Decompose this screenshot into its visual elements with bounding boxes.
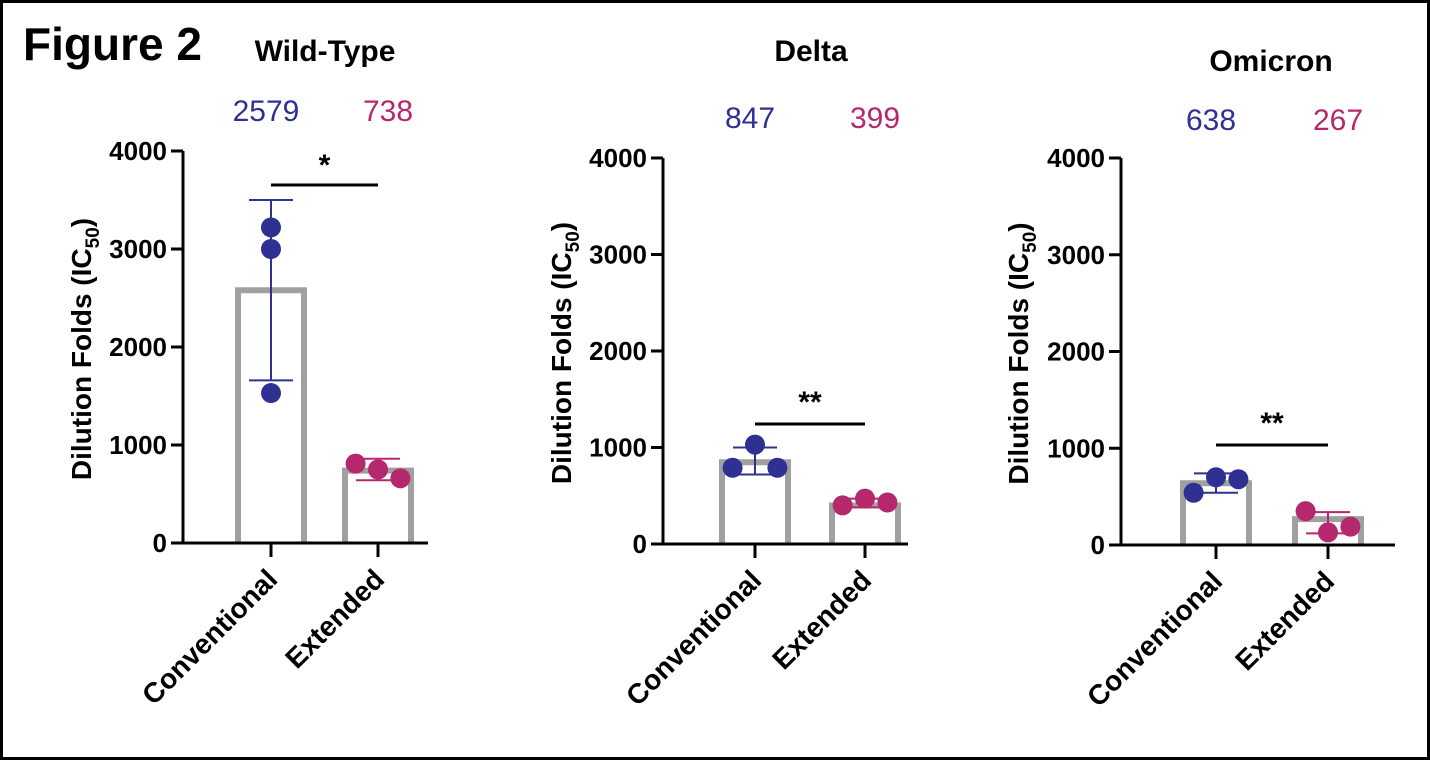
y-tick-label: 2000 — [589, 336, 647, 366]
mean-label-extended: 738 — [363, 95, 413, 128]
x-tick-label-conventional: Conventional — [620, 564, 767, 711]
mean-label-conventional: 847 — [725, 102, 775, 135]
mean-label-conventional: 638 — [1186, 104, 1236, 137]
data-point-conventional — [261, 383, 281, 404]
significance-marker: ** — [798, 386, 822, 419]
y-tick-label: 1000 — [109, 430, 167, 460]
significance-marker: ** — [1260, 407, 1284, 440]
data-point-conventional — [261, 217, 281, 238]
data-point-conventional — [1183, 482, 1204, 503]
chart-panel-wild-type: Wild-Type 2579 738 0 1000 2000 3000 4000 Convent… — [66, 35, 428, 711]
y-tick-label: 1000 — [589, 433, 647, 463]
y-tick-label: 0 — [1091, 530, 1105, 560]
y-tick-label: 0 — [153, 528, 167, 558]
y-tick-label: 2000 — [109, 332, 167, 362]
figure-label: Figure 2 — [23, 18, 202, 70]
mean-label-extended: 267 — [1313, 104, 1363, 137]
data-point-extended — [345, 453, 366, 474]
mean-label-conventional: 2579 — [233, 95, 300, 128]
chart-panel-delta: Delta 847 399 0 1000 2000 3000 4000 Conventional… — [546, 35, 908, 712]
data-point-extended — [1318, 522, 1338, 543]
chart-title: Omicron — [1209, 45, 1332, 78]
y-tick-label: 4000 — [589, 143, 647, 173]
y-tick-label: 4000 — [1047, 143, 1105, 173]
y-tick-label: 0 — [633, 529, 647, 559]
x-tick-label-extended: Extended — [766, 564, 877, 675]
y-axis-label: Dilution Folds (IC50) — [1003, 222, 1041, 484]
data-point-conventional — [1228, 469, 1249, 490]
data-point-extended — [390, 468, 411, 489]
data-point-extended — [1295, 501, 1316, 522]
data-point-extended — [1340, 516, 1361, 537]
data-point-conventional — [261, 239, 281, 259]
data-point-conventional — [767, 457, 788, 478]
y-axis-label: Dilution Folds (IC50) — [66, 218, 104, 480]
y-tick-label: 3000 — [1047, 240, 1105, 270]
data-point-extended — [368, 459, 388, 480]
data-point-conventional — [745, 434, 765, 455]
significance-marker: * — [319, 149, 331, 182]
data-point-extended — [877, 492, 898, 513]
y-tick-label: 2000 — [1047, 337, 1105, 367]
mean-label-extended: 399 — [850, 102, 900, 135]
y-tick-label: 4000 — [109, 136, 167, 166]
chart-title: Wild-Type — [255, 35, 396, 68]
data-point-extended — [832, 495, 853, 516]
data-point-extended — [855, 488, 875, 509]
x-tick-label-conventional: Conventional — [1081, 565, 1228, 712]
data-point-conventional — [1206, 467, 1226, 488]
x-tick-label-extended: Extended — [1229, 565, 1340, 676]
charts-canvas: Wild-Type 2579 738 0 1000 2000 3000 4000 Convent… — [66, 35, 1395, 713]
x-tick-label-extended: Extended — [279, 563, 390, 674]
y-axis-label: Dilution Folds (IC50) — [546, 222, 584, 484]
y-tick-label: 3000 — [109, 234, 167, 264]
y-tick-label: 1000 — [1047, 433, 1105, 463]
chart-panel-omicron: Omicron 638 267 0 1000 2000 3000 4000 Convention… — [1003, 45, 1395, 713]
chart-title: Delta — [774, 35, 848, 68]
data-point-conventional — [722, 457, 743, 478]
x-tick-label-conventional: Conventional — [136, 563, 283, 710]
y-tick-label: 3000 — [589, 240, 647, 270]
